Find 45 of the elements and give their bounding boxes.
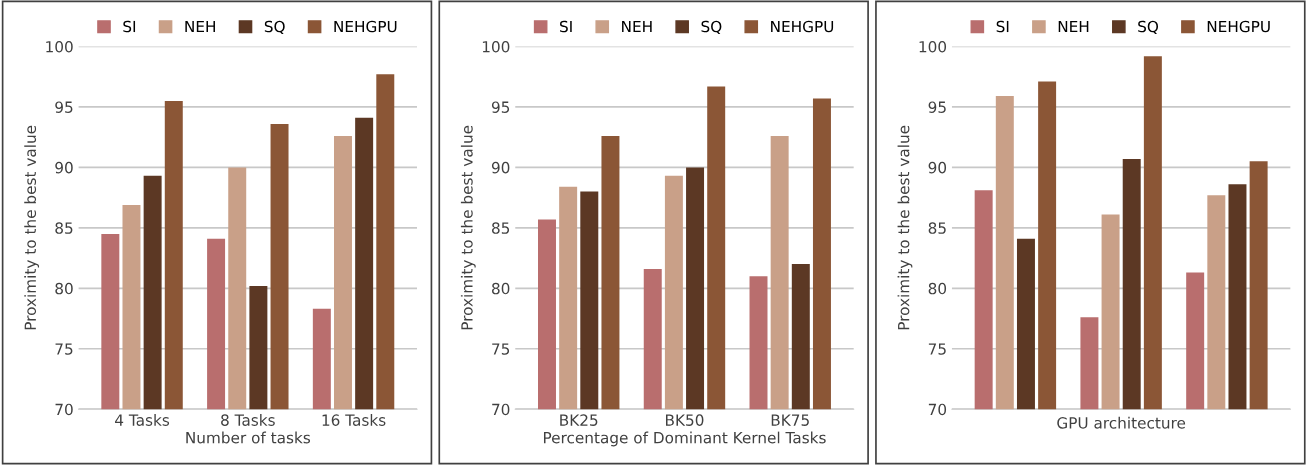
y-tick-label: 75 — [55, 343, 73, 355]
legend-label: NEH — [185, 20, 215, 33]
y-axis-title: Proximity to the best value — [24, 125, 40, 330]
x-tick-label: 8 Tasks — [221, 414, 275, 426]
y-tick-label: 70 — [928, 403, 947, 416]
legend-label: NEHGPU — [334, 20, 397, 33]
x-axis-title: GPU architecture — [1057, 416, 1186, 429]
y-tick-label: 100 — [46, 40, 73, 53]
y-tick-label: 80 — [55, 282, 73, 295]
legend-label: SQ — [264, 20, 285, 35]
legend-label: NEHGPU — [1207, 20, 1270, 33]
y-tick-label: 70 — [55, 403, 73, 416]
y-tick-label: 85 — [928, 222, 946, 234]
legend-label: SI — [996, 20, 1009, 33]
y-tick-label: 75 — [928, 343, 946, 355]
legend-label: SI — [560, 20, 572, 33]
y-tick-label: 90 — [55, 161, 73, 174]
y-tick-label: 95 — [491, 101, 510, 113]
y-tick-label: 95 — [928, 101, 946, 113]
legend-label: SQ — [701, 20, 722, 35]
y-tick-label: 75 — [492, 343, 510, 355]
x-tick-label: 4 Tasks — [115, 414, 170, 426]
legend-label: SQ — [1138, 20, 1159, 35]
y-tick-label: 100 — [919, 40, 947, 53]
y-tick-label: 70 — [492, 403, 510, 416]
x-tick-label: BK75 — [771, 414, 809, 426]
y-tick-label: 90 — [928, 161, 947, 174]
legend-label: NEH — [1058, 20, 1089, 33]
x-tick-label: 16 Tasks — [322, 414, 386, 426]
y-tick-label: 90 — [491, 161, 510, 174]
x-tick-label: BK50 — [666, 414, 704, 426]
y-axis-title: Proximity to the best value — [897, 125, 913, 330]
x-axis-title: Percentage of Dominant Kernel Tasks — [543, 431, 826, 447]
y-axis-title: Proximity to the best value — [460, 125, 476, 330]
x-axis-title: Number of tasks — [186, 431, 311, 444]
y-tick-label: 85 — [55, 222, 73, 234]
y-tick-label: 95 — [55, 101, 73, 113]
y-tick-label: 85 — [492, 222, 510, 234]
y-tick-label: 80 — [492, 282, 510, 295]
legend-label: NEH — [622, 20, 652, 33]
legend-label: NEHGPU — [771, 20, 834, 33]
legend-label: SI — [123, 20, 136, 33]
y-tick-label: 100 — [482, 40, 510, 53]
x-tick-label: BK25 — [560, 414, 598, 426]
y-tick-label: 80 — [928, 282, 947, 295]
